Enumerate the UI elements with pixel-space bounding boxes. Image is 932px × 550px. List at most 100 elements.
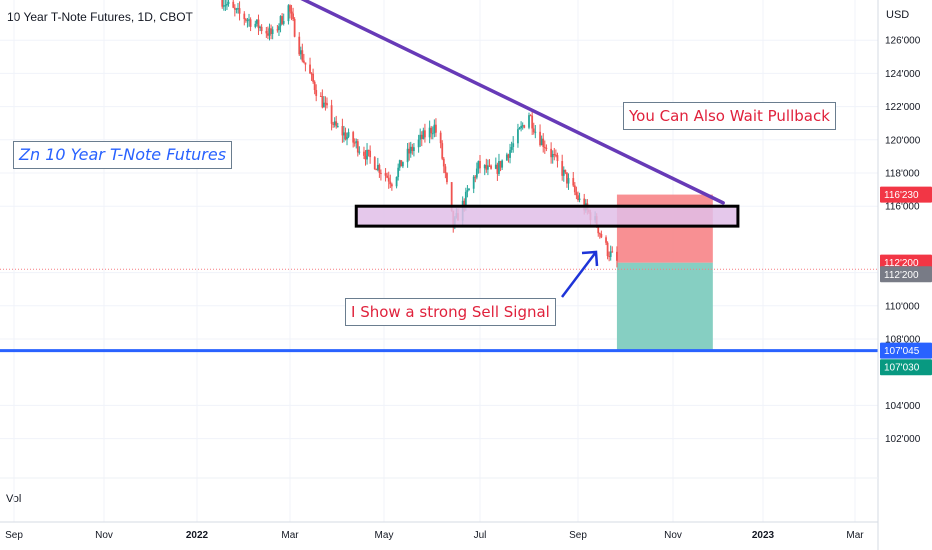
candle-body (501, 160, 504, 168)
candle-body (268, 28, 271, 36)
candle (498, 153, 500, 176)
candle-body (450, 182, 453, 211)
candle (378, 163, 381, 178)
candle-body (358, 151, 361, 153)
candle (347, 128, 350, 139)
candle-body (433, 124, 436, 134)
candle (265, 26, 268, 38)
candle-body (424, 130, 426, 138)
candle-body (244, 19, 247, 21)
candle (466, 185, 469, 198)
candle (292, 7, 294, 22)
candle-body (369, 150, 372, 158)
candle (430, 125, 433, 140)
candle-body (566, 172, 568, 184)
candle-body (292, 13, 294, 20)
candle-body (330, 105, 333, 124)
candle-body (309, 64, 311, 74)
candle-body (281, 16, 284, 24)
candle-body (237, 8, 239, 10)
candle-body (400, 160, 403, 167)
y-tick-label: 104'000 (885, 401, 921, 412)
candle-body (551, 154, 554, 158)
candle (529, 114, 532, 117)
candle (609, 245, 612, 261)
candle (540, 135, 543, 146)
candle (550, 142, 553, 164)
candle-body (356, 141, 359, 153)
candle (409, 141, 412, 158)
candle (420, 131, 423, 147)
currency-label: USD (886, 9, 910, 21)
candle (321, 89, 324, 109)
candle (369, 145, 372, 164)
candle (336, 122, 339, 128)
candle-body (597, 226, 600, 234)
price-badge: 116'230 (880, 186, 932, 203)
candle-body (528, 115, 530, 128)
candle-body (534, 131, 537, 133)
candle-body (417, 139, 420, 148)
candle (271, 26, 274, 40)
candle (509, 143, 511, 164)
candle (319, 92, 322, 97)
candle (267, 26, 269, 40)
candle (419, 128, 422, 147)
candle-body (496, 164, 499, 174)
candle (341, 118, 344, 143)
candle (333, 117, 336, 128)
candle-body (572, 178, 575, 186)
candle (413, 143, 415, 157)
candle-body (512, 143, 515, 147)
price-badge: 112'200 (880, 266, 932, 283)
candle (442, 156, 445, 174)
candle-body (222, 5, 225, 7)
candle (551, 150, 554, 164)
candle (389, 174, 392, 189)
candle-body (289, 5, 291, 12)
candle (386, 172, 389, 179)
demand-zone (354, 204, 740, 228)
candle (246, 17, 249, 28)
candle (406, 142, 409, 168)
candle (332, 122, 335, 128)
candle (477, 160, 480, 174)
candle (276, 24, 279, 33)
candle (575, 186, 578, 200)
price-badge-bg (880, 266, 932, 283)
candle (364, 150, 367, 166)
candle-body (540, 138, 543, 146)
candle-body (267, 33, 269, 36)
target-zone (616, 262, 713, 351)
title-note[interactable]: Zn 10 Year T-Note Futures (13, 141, 233, 169)
candle (564, 169, 567, 175)
candle-body (485, 164, 488, 170)
candle-body (477, 160, 480, 169)
candle-body (293, 19, 296, 37)
y-tick-label: 116'000 (885, 202, 920, 213)
candle (346, 132, 348, 146)
candle-body (466, 190, 469, 192)
candle-body (326, 103, 328, 106)
candle-body (518, 128, 521, 130)
candle-body (346, 136, 348, 140)
candle (235, 7, 238, 14)
sell-signal-note[interactable]: I Show a strong Sell Signal (345, 298, 556, 326)
candle (281, 13, 284, 26)
candle (532, 122, 535, 135)
candle (373, 156, 376, 170)
y-tick-label: 126'000 (885, 36, 921, 47)
candle (237, 3, 239, 14)
pullback-note[interactable]: You Can Also Wait Pullback (623, 102, 836, 130)
candle-body (257, 19, 260, 29)
x-tick-label: May (375, 530, 394, 541)
candle (572, 171, 575, 188)
candle (494, 157, 497, 170)
candle (483, 164, 486, 176)
candle-body (255, 19, 258, 24)
candle (566, 172, 568, 188)
candle-body (600, 233, 603, 238)
price-badge-label: 112'200 (884, 258, 919, 269)
candle (561, 154, 564, 181)
